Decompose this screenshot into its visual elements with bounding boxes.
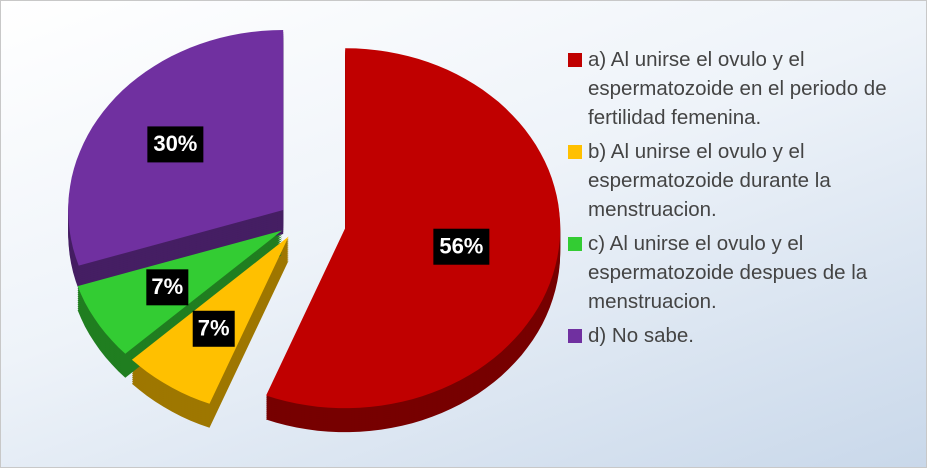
legend-item: a) Al unirse el ovulo y el espermatozoid… — [566, 45, 921, 132]
legend-label: c) Al unirse el ovulo y el espermatozoid… — [588, 232, 868, 313]
legend-item: c) Al unirse el ovulo y el espermatozoid… — [566, 229, 921, 316]
legend-item: b) Al unirse el ovulo y el espermatozoid… — [566, 137, 921, 224]
legend-swatch — [568, 145, 582, 159]
label-box — [147, 126, 204, 163]
legend-swatch — [568, 53, 582, 67]
legend-label: d) No sabe. — [588, 324, 694, 347]
legend-label: b) Al unirse el ovulo y el espermatozoid… — [588, 140, 831, 221]
pie-area: 56% 7% 7% 30% — [68, 30, 561, 433]
label-box — [146, 269, 189, 306]
legend-swatch — [568, 329, 582, 343]
slice — [266, 48, 561, 409]
label-box — [433, 228, 490, 265]
data-label: 7% — [151, 274, 183, 299]
legend-label: a) Al unirse el ovulo y el espermatozoid… — [588, 48, 887, 129]
legend-item: d) No sabe. — [566, 321, 921, 350]
data-label: 30% — [153, 131, 197, 156]
data-label: 7% — [198, 316, 230, 341]
legend: a) Al unirse el ovulo y el espermatozoid… — [566, 45, 921, 355]
label-box — [192, 310, 235, 347]
legend-swatch — [568, 237, 582, 251]
data-label: 56% — [439, 234, 483, 259]
